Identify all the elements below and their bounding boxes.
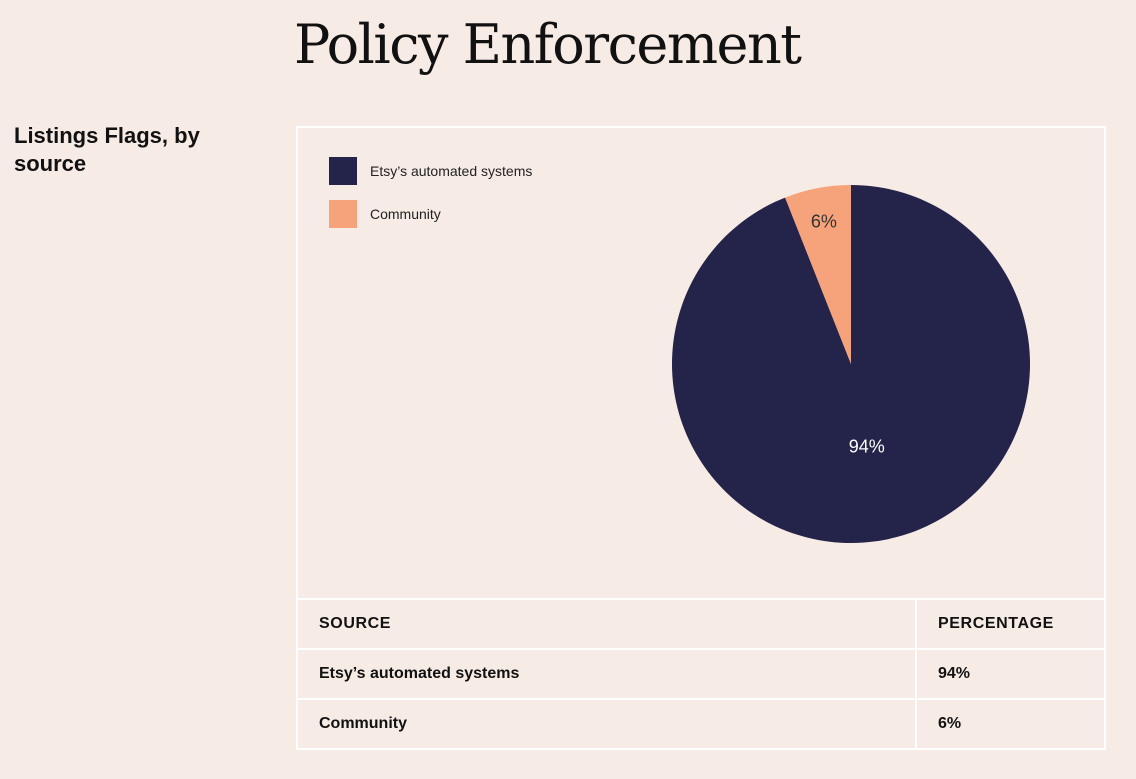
table-header-row: SOURCE PERCENTAGE (298, 598, 1104, 649)
table-row: Community 6% (298, 698, 1104, 748)
table-cell-source: Community (298, 698, 916, 748)
table-header-percentage: PERCENTAGE (915, 598, 1104, 649)
pie-label-automated: 94% (849, 437, 885, 457)
chart-legend: Etsy’s automated systems Community (329, 156, 532, 242)
legend-label-automated: Etsy’s automated systems (370, 163, 533, 179)
legend-swatch-community (329, 200, 357, 228)
table-row: Etsy’s automated systems 94% (298, 648, 1104, 699)
section-title: Listings Flags, by source (14, 123, 200, 176)
table-cell-percentage: 94% (915, 648, 1104, 699)
page-title: Policy Enforcement (294, 13, 802, 76)
table-cell-percentage: 6% (915, 698, 1104, 748)
legend-item-automated: Etsy’s automated systems (329, 156, 532, 186)
pie-chart: 94% 6% (671, 185, 1030, 543)
chart-card: Etsy’s automated systems Community 94% 6%… (296, 126, 1106, 750)
pie-slice-automated (671, 185, 1030, 543)
data-table: SOURCE PERCENTAGE Etsy’s automated syste… (298, 598, 1104, 748)
legend-label-community: Community (370, 206, 441, 222)
chart-area: Etsy’s automated systems Community 94% 6% (298, 128, 1104, 598)
pie-slice-community (785, 185, 851, 364)
pie-label-community: 6% (811, 212, 837, 232)
legend-item-community: Community (329, 199, 532, 229)
legend-swatch-automated (329, 157, 357, 185)
table-cell-source: Etsy’s automated systems (298, 648, 916, 699)
table-header-source: SOURCE (298, 598, 916, 649)
